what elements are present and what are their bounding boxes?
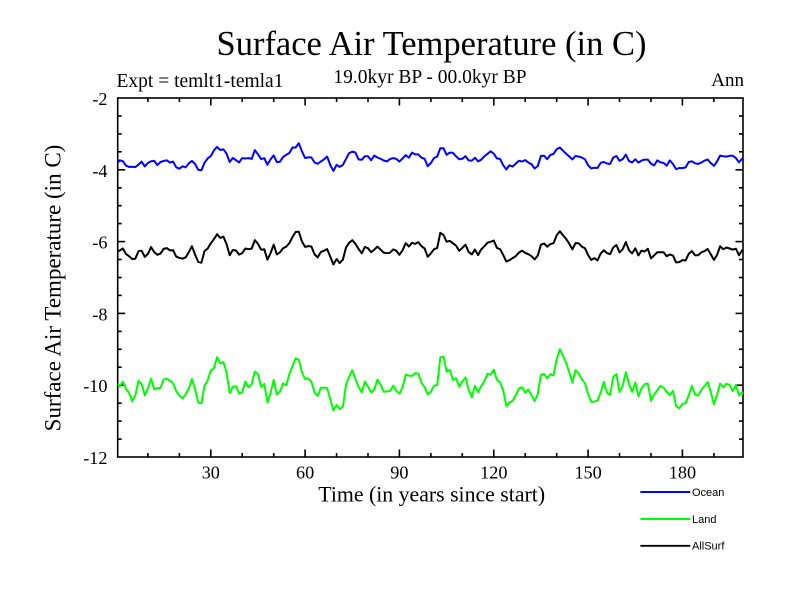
svg-text:Surface Air Temperature (in C): Surface Air Temperature (in C) xyxy=(217,25,647,63)
svg-text:150: 150 xyxy=(574,463,601,483)
svg-text:180: 180 xyxy=(669,463,696,483)
svg-text:Time (in years since start): Time (in years since start) xyxy=(318,483,545,507)
svg-text:Ann: Ann xyxy=(711,70,744,91)
svg-text:90: 90 xyxy=(390,463,408,483)
svg-text:Land: Land xyxy=(692,514,716,526)
svg-text:-6: -6 xyxy=(92,233,107,253)
svg-text:-10: -10 xyxy=(83,376,107,396)
svg-text:30: 30 xyxy=(202,463,220,483)
svg-text:19.0kyr BP - 00.0kyr BP: 19.0kyr BP - 00.0kyr BP xyxy=(333,67,526,88)
svg-text:-2: -2 xyxy=(92,89,107,109)
svg-text:60: 60 xyxy=(296,463,314,483)
svg-text:-8: -8 xyxy=(92,304,107,324)
svg-text:Surface Air Temperature (in C): Surface Air Temperature (in C) xyxy=(41,145,66,432)
svg-text:-4: -4 xyxy=(92,161,107,181)
svg-text:AllSurf: AllSurf xyxy=(692,541,725,553)
svg-text:Ocean: Ocean xyxy=(692,487,724,499)
svg-text:-12: -12 xyxy=(83,448,107,468)
svg-text:Expt = temlt1-temla1: Expt = temlt1-temla1 xyxy=(117,71,284,92)
svg-text:120: 120 xyxy=(480,463,507,483)
